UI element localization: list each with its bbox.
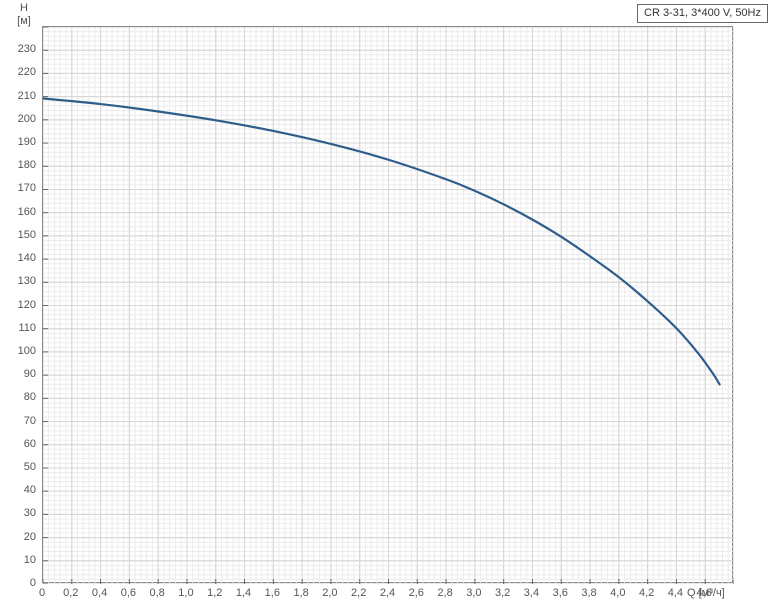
y-tick-label: 20 <box>0 531 36 543</box>
y-tick-label: 160 <box>0 206 36 218</box>
y-tick-label: 180 <box>0 159 36 171</box>
y-axis-title: H [м] <box>8 2 40 27</box>
x-tick-label: 3,2 <box>495 587 510 599</box>
y-tick-label: 0 <box>0 577 36 589</box>
y-tick-label: 190 <box>0 136 36 148</box>
x-tick-label: 0,8 <box>150 587 165 599</box>
chart-svg <box>43 27 734 584</box>
x-tick-label: 2,6 <box>409 587 424 599</box>
y-tick-label: 110 <box>0 322 36 334</box>
y-tick-label: 10 <box>0 554 36 566</box>
x-tick-label: 0,4 <box>92 587 107 599</box>
y-tick-label: 90 <box>0 368 36 380</box>
x-tick-label: 2,4 <box>380 587 395 599</box>
legend-text: CR 3-31, 3*400 V, 50Hz <box>644 7 761 19</box>
x-tick-label: 1,2 <box>207 587 222 599</box>
x-tick-label: 4,2 <box>639 587 654 599</box>
x-tick-label: 0,2 <box>63 587 78 599</box>
y-tick-label: 120 <box>0 299 36 311</box>
x-tick-label: 4,4 <box>668 587 683 599</box>
legend-box: CR 3-31, 3*400 V, 50Hz <box>637 4 768 23</box>
x-tick-label: 4,6 <box>697 587 712 599</box>
x-tick-label: 2,8 <box>437 587 452 599</box>
y-tick-label: 60 <box>0 438 36 450</box>
chart-stage: CR 3-31, 3*400 V, 50Hz H [м] Q [м³/ч] 01… <box>0 0 774 611</box>
x-tick-label: 3,8 <box>581 587 596 599</box>
y-tick-label: 220 <box>0 66 36 78</box>
y-tick-label: 100 <box>0 345 36 357</box>
x-tick-label: 3,0 <box>466 587 481 599</box>
y-tick-label: 230 <box>0 43 36 55</box>
x-tick-label: 3,6 <box>553 587 568 599</box>
x-tick-label: 4,0 <box>610 587 625 599</box>
plot-area <box>42 26 733 583</box>
x-tick-label: 1,8 <box>293 587 308 599</box>
y-tick-label: 140 <box>0 252 36 264</box>
x-tick-label: 0,6 <box>121 587 136 599</box>
x-tick-label: 1,4 <box>236 587 251 599</box>
y-tick-label: 30 <box>0 507 36 519</box>
y-tick-label: 150 <box>0 229 36 241</box>
y-tick-label: 130 <box>0 275 36 287</box>
x-tick-label: 2,0 <box>322 587 337 599</box>
x-tick-label: 2,2 <box>351 587 366 599</box>
y-tick-label: 50 <box>0 461 36 473</box>
x-tick-label: 1,0 <box>178 587 193 599</box>
y-tick-label: 210 <box>0 90 36 102</box>
y-tick-label: 170 <box>0 182 36 194</box>
x-tick-label: 3,4 <box>524 587 539 599</box>
y-tick-label: 80 <box>0 391 36 403</box>
pump-curve <box>43 98 720 384</box>
y-tick-label: 200 <box>0 113 36 125</box>
y-tick-label: 70 <box>0 415 36 427</box>
x-tick-label: 1,6 <box>265 587 280 599</box>
x-tick-label: 0 <box>39 587 45 599</box>
y-tick-label: 40 <box>0 484 36 496</box>
